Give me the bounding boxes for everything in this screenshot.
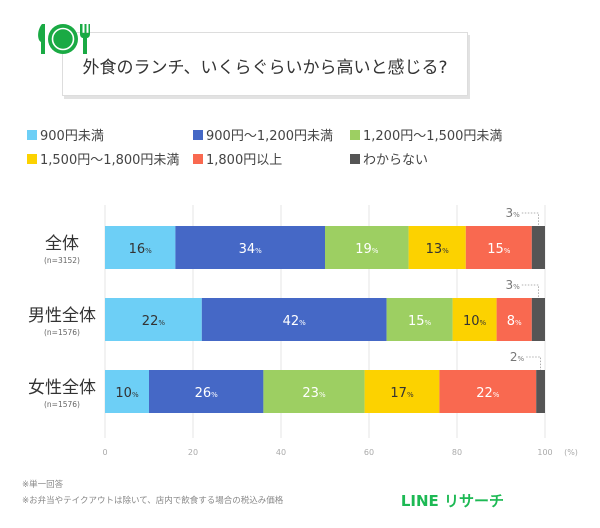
data-label: 10% [115, 386, 139, 401]
leader-line [521, 212, 539, 226]
note-single-answer: ※単一回答 [22, 480, 64, 490]
leader-line [526, 356, 541, 370]
data-label: 10% [463, 314, 487, 329]
bar-segment [386, 298, 453, 341]
brand-logo: LINE リサーチ [400, 492, 504, 510]
legend-swatch [350, 153, 360, 164]
data-label: 3% [506, 278, 521, 292]
x-unit-label: (%) [564, 448, 578, 457]
legend-label: わからない [363, 153, 429, 168]
legend-label: 1,200円～1,500円未満 [363, 129, 503, 144]
category-sample-size: (n=3152) [44, 256, 80, 265]
bar-segment [452, 298, 497, 341]
title-box: 外食のランチ、いくらぐらいから高いと感じる? [62, 32, 468, 96]
x-tick-label: 20 [188, 448, 198, 457]
data-label: 34% [239, 242, 263, 257]
legend-swatch [27, 153, 37, 164]
data-label: 3% [506, 206, 521, 220]
bar-segment [496, 298, 532, 341]
bar-segment [439, 370, 537, 413]
legend-item: 1,200円～1,500円未満 [350, 125, 502, 144]
data-label: 8% [507, 314, 522, 329]
bar-segment [465, 226, 532, 269]
leader-line [521, 284, 539, 298]
legend-swatch [193, 153, 203, 164]
bar-segment [325, 226, 409, 269]
bar-segment [175, 226, 325, 269]
bar-segment [408, 226, 466, 269]
data-label: 22% [476, 386, 500, 401]
data-label: 19% [355, 242, 379, 257]
category-sample-size: (n=1576) [44, 328, 80, 337]
legend-item: 900円～1,200円未満 [193, 125, 333, 144]
legend-swatch [27, 129, 37, 140]
bar-segment [149, 370, 264, 413]
data-label: 17% [390, 386, 414, 401]
category-sample-size: (n=1576) [44, 400, 80, 409]
legend-item: 1,800円以上 [193, 149, 282, 168]
x-tick-label: 40 [276, 448, 286, 457]
category-label: 全体 [45, 234, 79, 254]
legend-item: 900円未満 [27, 125, 104, 144]
plate-knife-fork-icon [38, 24, 90, 54]
data-label: 23% [302, 386, 326, 401]
bar-segment [105, 298, 202, 341]
legend-swatch [193, 129, 203, 140]
x-tick-label: 60 [364, 448, 374, 457]
x-tick-label: 0 [102, 448, 107, 457]
legend-label: 900円未満 [40, 129, 104, 144]
bar-segment [201, 298, 387, 341]
legend-label: 900円～1,200円未満 [206, 129, 334, 144]
legend-label: 1,500円～1,800円未満 [40, 153, 180, 168]
bar-segment [105, 370, 149, 413]
data-label: 42% [283, 314, 307, 329]
bar-segment [531, 298, 545, 341]
bar-segment [105, 226, 176, 269]
bar-segment [536, 370, 545, 413]
data-label: 16% [129, 242, 153, 257]
data-label: 15% [408, 314, 432, 329]
category-label: 女性全体 [28, 378, 96, 398]
bar-segment [263, 370, 365, 413]
note-price-condition: ※お弁当やテイクアウトは除いて、店内で飲食する場合の税込み価格 [22, 496, 284, 506]
bar-segment [531, 226, 545, 269]
x-tick-label: 80 [452, 448, 462, 457]
bar-segment [364, 370, 440, 413]
category-label: 男性全体 [28, 306, 96, 326]
legend-swatch [350, 129, 360, 140]
chart-title: 外食のランチ、いくらぐらいから高いと感じる? [82, 58, 448, 78]
data-label: 22% [142, 314, 166, 329]
data-label: 26% [195, 386, 219, 401]
x-tick-label: 100 [537, 448, 552, 457]
legend-item: 1,500円～1,800円未満 [27, 149, 179, 168]
data-label: 15% [487, 242, 511, 257]
data-label: 13% [426, 242, 450, 257]
legend-item: わからない [350, 149, 428, 168]
data-label: 2% [510, 350, 525, 364]
legend-label: 1,800円以上 [206, 153, 283, 168]
